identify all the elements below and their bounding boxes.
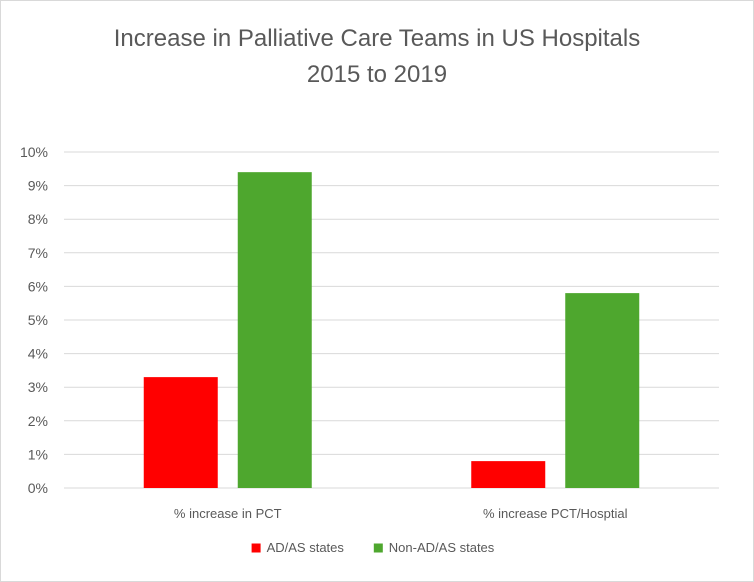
y-axis-ticks: 0% 1% 2% 3% 4% 5% 6% 7% 8% 9% 10% [20,144,48,496]
x-category-label: % increase PCT/Hosptial [483,506,628,521]
bars [143,172,640,488]
y-tick-label: 10% [20,144,48,160]
y-tick-label: 9% [28,178,48,194]
y-tick-label: 3% [28,379,48,395]
y-tick-label: 5% [28,312,48,328]
chart-subtitle: 2015 to 2019 [306,61,448,88]
legend: AD/AS states Non-AD/AS states [251,540,495,555]
x-axis-categories: % increase in PCT % increase PCT/Hosptial [174,506,628,521]
legend-swatch [251,543,261,553]
legend-label: Non-AD/AS states [389,540,495,555]
x-category-label: % increase in PCT [174,506,282,521]
legend-swatch [373,543,383,553]
y-tick-label: 6% [28,278,48,294]
bar-non-ad-as-1 [565,293,640,488]
y-tick-label: 2% [28,413,48,429]
y-tick-label: 1% [28,446,48,462]
chart-title-block: Increase in Palliative Care Teams in US … [1,21,753,93]
y-tick-label: 0% [28,480,48,496]
y-tick-label: 7% [28,245,48,261]
bar-ad-as-1 [471,461,546,488]
y-tick-label: 8% [28,211,48,227]
y-tick-label: 4% [28,346,48,362]
bar-ad-as-0 [143,377,218,488]
legend-label: AD/AS states [267,540,345,555]
bar-non-ad-as-0 [237,172,312,488]
chart-title: Increase in Palliative Care Teams in US … [113,25,641,52]
